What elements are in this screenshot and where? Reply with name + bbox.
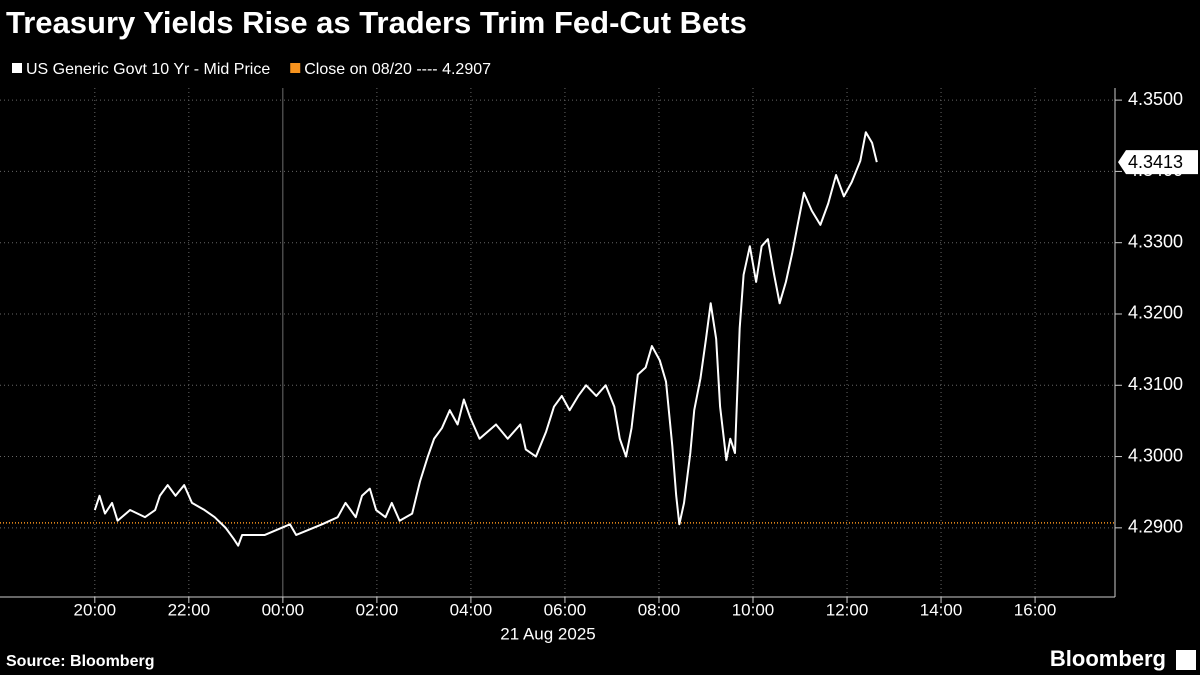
line (93, 131, 878, 547)
last-value-tag (1118, 150, 1198, 175)
x-tick-label: 04:00 (450, 600, 493, 619)
y-tick-label: 4.3500 (1128, 89, 1183, 109)
legend-swatch (12, 63, 22, 73)
y-tick-label: 4.3000 (1128, 445, 1183, 465)
last-value-label: 4.3413 (1128, 152, 1183, 172)
y-tick-label: 4.3200 (1128, 303, 1183, 323)
x-tick-label: 00:00 (262, 600, 305, 619)
x-tick-label: 06:00 (544, 600, 587, 619)
x-tick-label: 14:00 (920, 600, 963, 619)
y-tick-label: 4.3300 (1128, 231, 1183, 251)
brand: Bloomberg (1050, 646, 1166, 671)
legend-swatch (290, 63, 301, 73)
legend-label: Close on 08/20 ---- 4.2907 (304, 61, 491, 78)
x-tick-label: 22:00 (168, 600, 211, 619)
x-tick-label: 16:00 (1014, 600, 1057, 619)
x-tick-label: 10:00 (732, 600, 775, 619)
legend-label: US Generic Govt 10 Yr - Mid Price (26, 61, 270, 78)
y-tick-label: 4.3100 (1128, 374, 1183, 394)
source: Source: Bloomberg (6, 653, 154, 670)
x-tick-label: 12:00 (826, 600, 869, 619)
x-tick-label: 20:00 (74, 600, 117, 619)
x-sublabel: 21 Aug 2025 (500, 624, 595, 643)
y-tick-label: 4.2900 (1128, 517, 1183, 537)
brand-icon (1176, 650, 1196, 670)
x-tick-label: 08:00 (638, 600, 681, 619)
chart-title: Treasury Yields Rise as Traders Trim Fed… (6, 5, 747, 40)
x-tick-label: 02:00 (356, 600, 399, 619)
